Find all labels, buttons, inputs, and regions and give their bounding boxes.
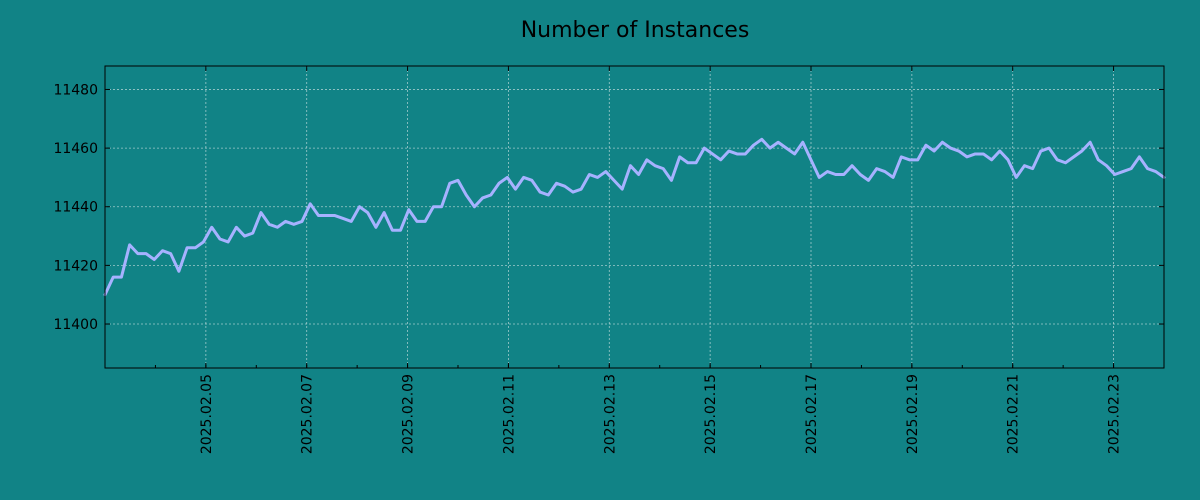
- x-tick-label: 2025.02.19: [905, 374, 921, 454]
- x-tick-label: 2025.02.21: [1006, 374, 1022, 454]
- x-tick-label: 2025.02.13: [602, 374, 618, 454]
- plot-frame: [104, 65, 1165, 369]
- tick-labels: 11400 11420 11440 11460 11480 2025.02.05 2025.…: [53, 82, 1122, 454]
- y-tick-label: 11440: [53, 200, 98, 216]
- y-tick-label: 11460: [53, 141, 98, 157]
- x-tick-label: 2025.02.11: [501, 374, 517, 454]
- y-tick-label: 11420: [53, 258, 98, 274]
- x-tick-label: 2025.02.09: [401, 374, 417, 454]
- x-tick-label: 2025.02.15: [703, 374, 719, 454]
- x-tick-label: 2025.02.23: [1107, 374, 1123, 454]
- x-tick-label: 2025.02.07: [300, 374, 316, 454]
- y-tick-label: 11480: [53, 82, 98, 98]
- y-tick-label: 11400: [53, 317, 98, 333]
- ticks: [104, 66, 1165, 368]
- series-line-0: [103, 137, 1166, 297]
- grid: [105, 66, 1164, 368]
- x-tick-label: 2025.02.17: [804, 374, 820, 454]
- chart-title: Number of Instances: [521, 18, 750, 43]
- x-tick-label: 2025.02.05: [199, 374, 215, 454]
- series-layer: [103, 137, 1166, 297]
